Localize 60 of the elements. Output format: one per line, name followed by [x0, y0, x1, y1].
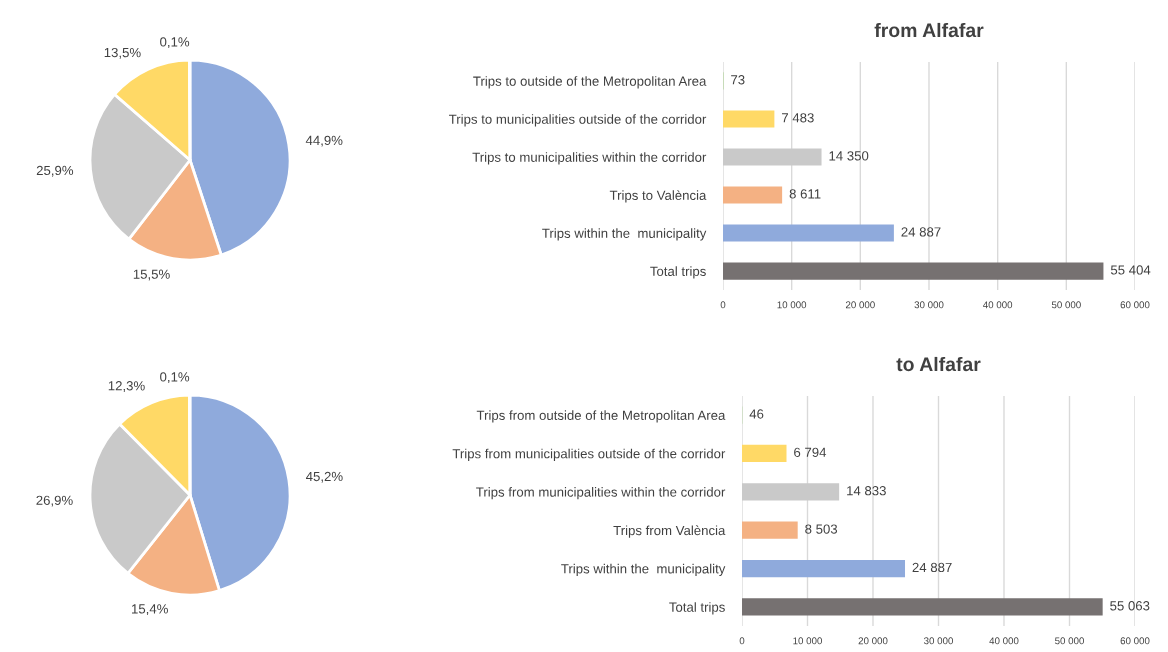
data-label: 55 404 [1110, 265, 1151, 275]
data-label: 24 887 [901, 227, 941, 237]
data-label: 26,9% [36, 495, 73, 507]
bar [742, 559, 906, 578]
x-tick-label: 40 000 [983, 301, 1013, 309]
x-tick-label: 30 000 [914, 301, 944, 309]
y-tick-label: Trips to municipalities outside of the corridor [449, 114, 707, 127]
data-label: 12,3% [108, 381, 145, 393]
data-label: 14 833 [847, 486, 886, 496]
x-tick-label: 10 000 [793, 637, 822, 645]
chart-title: from Alfafar [874, 22, 984, 38]
y-tick-label: Trips within the municipality [561, 563, 726, 577]
data-label: 15,5% [133, 269, 170, 281]
x-tick-label: 40 000 [989, 637, 1019, 645]
data-label: 24 887 [912, 562, 952, 573]
y-tick-label: Trips to municipalities within the corridor [472, 152, 707, 165]
x-tick-label: 20 000 [858, 637, 888, 645]
data-label: 8 503 [805, 524, 838, 534]
y-tick-label: Trips within the municipality [542, 228, 707, 241]
x-tick-label: 60 000 [1120, 301, 1150, 309]
x-tick-label: 60 000 [1120, 637, 1150, 645]
y-tick-label: Trips to outside of the Metropolitan Area [473, 76, 707, 89]
data-label: 0,1% [160, 37, 190, 49]
y-tick-label: Trips from municipalities within the corridor [476, 487, 726, 500]
data-label: 73 [731, 75, 745, 85]
data-label: 14 350 [829, 151, 869, 161]
data-label: 25,9% [36, 165, 74, 177]
data-label: 0,1% [160, 372, 190, 384]
y-tick-label: Trips from outside of the Metropolitan Area [476, 410, 726, 423]
data-label: 6 794 [794, 447, 827, 457]
bar [742, 483, 840, 501]
y-tick-label: Trips from València [613, 525, 726, 538]
data-label: 44,9% [305, 135, 343, 147]
bar [723, 148, 822, 166]
data-label: 55 063 [1110, 601, 1150, 611]
data-label: 46 [749, 409, 764, 419]
bar [742, 598, 1103, 616]
y-tick-label: Total trips [669, 602, 725, 615]
data-label: 7 483 [782, 113, 814, 123]
x-tick-label: 50 000 [1055, 637, 1084, 645]
bar [723, 110, 775, 128]
x-tick-label: 0 [739, 637, 745, 645]
chart-title: to Alfafar [896, 356, 981, 372]
y-tick-label: Total trips [650, 266, 706, 279]
bar [723, 186, 783, 204]
y-tick-label: Trips to València [609, 190, 707, 203]
x-tick-label: 50 000 [1051, 301, 1081, 309]
x-tick-label: 10 000 [777, 301, 807, 309]
bar [723, 262, 1104, 280]
bar [742, 521, 798, 539]
y-tick-label: Trips from municipalities outside of the corridor [452, 448, 726, 461]
x-tick-label: 20 000 [845, 301, 875, 309]
data-label: 15,4% [132, 604, 168, 616]
data-label: 45,2% [306, 471, 343, 483]
data-label: 13,5% [104, 47, 141, 59]
bar [723, 224, 894, 242]
bar [742, 444, 787, 463]
x-tick-label: 0 [720, 301, 726, 309]
x-tick-label: 30 000 [924, 637, 953, 645]
data-label: 8 611 [789, 189, 821, 199]
